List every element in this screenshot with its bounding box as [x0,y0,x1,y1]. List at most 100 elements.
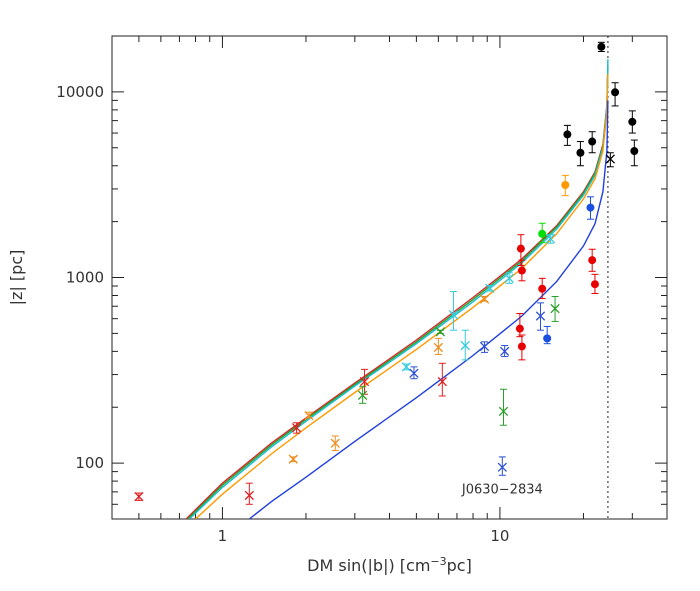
data-point-cross [535,302,546,331]
data-point-cross [433,337,444,355]
marker-dot [588,137,597,146]
marker-dot [543,334,552,343]
marker-cross [504,273,514,283]
data-point-cross [291,422,302,434]
marker-dot [561,181,570,190]
marker-cross [435,327,446,337]
marker-dot [517,266,526,275]
marker-dot [586,203,595,212]
marker-cross [357,390,368,400]
data-point-cross [545,233,556,244]
pulsar-annotation: J0630−2834 [461,483,543,498]
marker-dot [538,284,547,293]
marker-cross [134,491,144,502]
data-point-dot [590,273,599,294]
model-curve-3 [195,73,609,519]
data-point-dot [538,277,547,300]
marker-dot [630,147,639,156]
marker-cross [448,310,459,320]
data-point-dot [630,139,639,167]
data-point-cross [357,386,368,404]
marker-dot [590,280,599,289]
marker-cross [433,342,444,353]
data-point-dot [597,41,606,53]
data-point-dot [517,259,526,282]
data-point-dot [586,196,595,220]
data-point-dot [611,82,620,107]
x-axis-title: DM sin(|b|) [cm−3pc] [307,555,472,576]
data-point-cross [498,388,509,426]
marker-cross [605,154,616,164]
marker-cross [479,341,490,352]
model-curves [185,59,609,519]
y-tick-label: 100 [75,454,104,472]
x-axis-title-sup: −3 [430,555,446,568]
data-point-dot [628,110,637,134]
data-point-dot [561,174,570,197]
marker-dot [516,244,525,253]
data-point-dot [588,248,597,272]
data-point-dot [538,222,547,244]
data-point-cross [409,366,419,380]
data-point-cross [479,341,490,353]
plot-area [111,35,668,520]
data-point-cross [497,456,507,476]
ticks [111,35,668,520]
marker-cross [460,340,470,351]
data-point-cross [485,283,495,293]
data-point-dot [515,312,524,338]
marker-dot [588,256,597,265]
data-point-cross [437,362,447,397]
data-points [134,41,639,505]
marker-cross [535,311,546,321]
marker-cross [401,362,412,372]
x-tick-label: 1 [218,527,228,545]
data-point-cross [288,454,298,464]
data-point-dot [576,141,585,167]
marker-dot [515,324,524,333]
data-point-cross [330,435,340,451]
data-point-cross [605,152,616,168]
model-curve-2 [188,59,609,519]
marker-cross [437,376,447,387]
data-point-cross [499,345,510,358]
marker-dot [538,229,547,238]
marker-dot [611,88,620,97]
marker-cross [304,411,314,421]
marker-cross [550,303,560,314]
data-point-dot [588,131,597,154]
marker-cross [288,454,298,464]
marker-cross [498,406,509,417]
x-axis-title-pre: DM sin(|b|) [cm [307,556,430,575]
marker-cross [330,438,340,448]
data-point-cross [460,329,470,361]
data-point-cross [359,368,370,395]
model-curve-0 [185,64,609,519]
axis-labels: 1 10 100 1000 10000 [56,83,509,545]
marker-dot [517,342,526,351]
data-point-dot [543,325,552,345]
marker-cross [545,233,556,244]
data-point-cross [479,294,490,304]
y-axis-title: |z| [pc] [7,250,26,306]
marker-cross [409,368,419,378]
data-point-cross [244,482,254,505]
marker-cross [479,294,490,304]
marker-cross [497,462,507,472]
data-point-cross [550,296,560,322]
marker-dot [628,117,637,126]
marker-dot [597,42,606,51]
data-point-cross [448,291,459,331]
data-point-cross [401,362,412,372]
x-axis-title-post: pc] [447,556,472,575]
data-point-cross [304,411,314,421]
plot-frame [111,35,668,520]
model-curve-4 [248,100,609,519]
marker-dot [576,148,585,157]
marker-cross [244,490,254,501]
data-point-dot [517,334,526,361]
marker-cross [359,376,370,387]
data-point-cross [134,491,144,502]
marker-dot [563,130,572,139]
